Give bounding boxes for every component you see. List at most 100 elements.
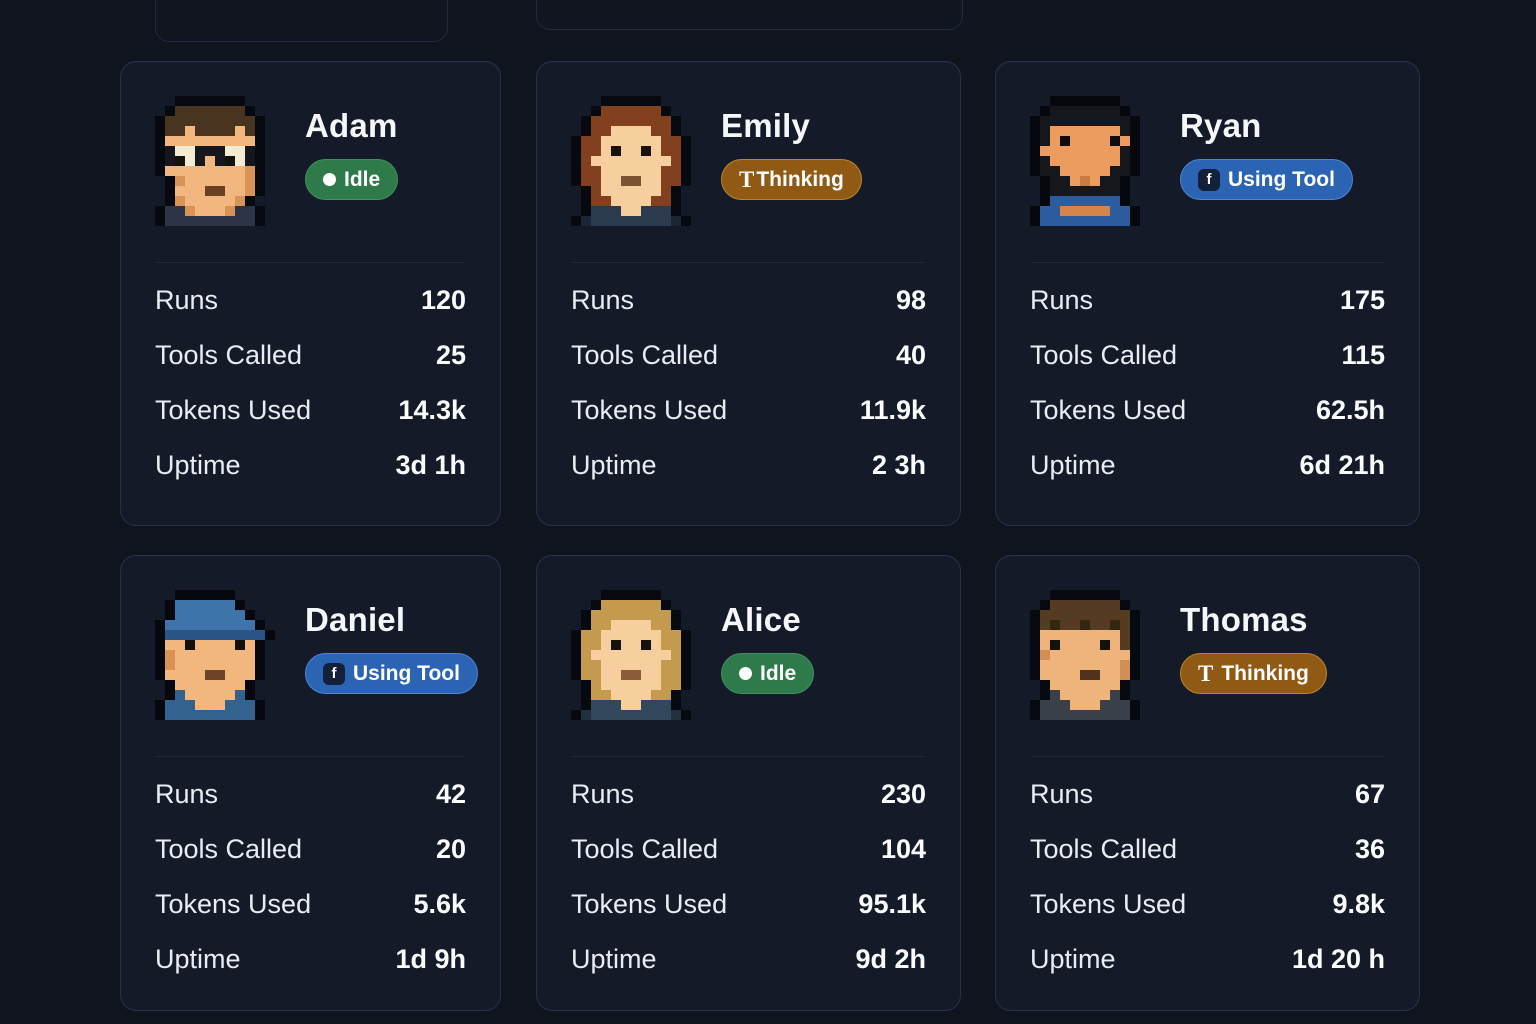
stat-value: 2 3h <box>871 450 926 480</box>
agent-name: Emily <box>721 107 811 144</box>
divider <box>572 262 925 263</box>
stat-label: Runs <box>1030 285 1094 315</box>
stat-label: Runs <box>1030 779 1094 809</box>
agent-name: Adam <box>305 107 398 144</box>
stat-row: Uptime 1d 9h <box>155 941 466 977</box>
pixel-avatar <box>1030 96 1150 226</box>
pixel-avatar <box>155 96 275 226</box>
stat-label: Tools Called <box>1030 834 1178 864</box>
stat-row: Runs 175 <box>1030 282 1385 318</box>
partial-card-above-middle <box>536 0 963 30</box>
stats-list: Runs 120 Tools Called 25 Tokens Used 14.… <box>155 282 466 483</box>
status-badge: Idle <box>305 159 399 200</box>
stat-row: Tools Called 36 <box>1030 831 1385 867</box>
agent-card-emily[interactable]: Emily T Thinking Runs 98 Tools Called 40… <box>536 61 961 526</box>
agent-name: Alice <box>721 601 801 638</box>
stat-row: Uptime 1d 20 h <box>1030 941 1385 977</box>
stat-label: Tokens Used <box>155 395 312 425</box>
thinking-icon: T <box>739 167 755 192</box>
stat-label: Runs <box>155 285 219 315</box>
stat-value: 120 <box>420 285 466 315</box>
agent-name: Thomas <box>1180 601 1308 638</box>
divider <box>156 262 465 263</box>
stats-list: Runs 98 Tools Called 40 Tokens Used 11.9… <box>571 282 926 483</box>
stat-label: Tokens Used <box>1030 395 1187 425</box>
stat-value: 14.3k <box>398 395 466 425</box>
card-header: Emily T Thinking <box>571 96 926 226</box>
idle-dot-icon <box>739 667 752 680</box>
stat-value: 9d 2h <box>855 944 926 974</box>
tool-icon: f <box>323 662 345 685</box>
stat-label: Uptime <box>571 450 657 480</box>
status-badge: f Using Tool <box>305 653 478 694</box>
agent-name: Daniel <box>305 601 406 638</box>
tool-icon: f <box>1198 168 1220 191</box>
stat-row: Tokens Used 95.1k <box>571 886 926 922</box>
stat-row: Runs 230 <box>571 776 926 812</box>
stat-row: Runs 42 <box>155 776 466 812</box>
stat-row: Tokens Used 11.9k <box>571 392 926 428</box>
card-header: Thomas T Thinking <box>1030 590 1385 720</box>
stat-value: 40 <box>895 340 926 370</box>
stat-value: 11.9k <box>859 395 926 425</box>
stat-value: 104 <box>880 834 926 864</box>
status-badge: f Using Tool <box>1180 159 1353 200</box>
status-label: Thinking <box>756 168 844 191</box>
stat-row: Tools Called 20 <box>155 831 466 867</box>
stat-value: 9.8k <box>1332 889 1385 919</box>
stat-value: 42 <box>435 779 466 809</box>
stats-list: Runs 175 Tools Called 115 Tokens Used 62… <box>1030 282 1385 483</box>
stat-label: Tools Called <box>571 834 719 864</box>
stat-label: Tools Called <box>155 834 303 864</box>
stat-label: Tokens Used <box>571 889 728 919</box>
stat-row: Tokens Used 9.8k <box>1030 886 1385 922</box>
stat-value: 67 <box>1354 779 1385 809</box>
stat-label: Uptime <box>1030 450 1116 480</box>
stat-value: 6d 21h <box>1299 450 1385 480</box>
thinking-icon: T <box>1198 661 1214 686</box>
stat-value: 36 <box>1354 834 1385 864</box>
status-label: Idle <box>760 662 797 685</box>
card-header: Ryan f Using Tool <box>1030 96 1385 226</box>
stat-label: Uptime <box>571 944 657 974</box>
pixel-avatar <box>1030 590 1150 720</box>
agent-card-alice[interactable]: Alice Idle Runs 230 Tools Called 104 Tok… <box>536 555 961 1011</box>
stat-label: Uptime <box>155 450 241 480</box>
status-badge: Idle <box>721 653 815 694</box>
status-label: Idle <box>344 168 381 191</box>
agent-card-ryan[interactable]: Ryan f Using Tool Runs 175 Tools Called … <box>995 61 1420 526</box>
stat-value: 1d 9h <box>395 944 466 974</box>
stat-label: Tokens Used <box>155 889 312 919</box>
stat-label: Runs <box>571 779 635 809</box>
stat-label: Runs <box>571 285 635 315</box>
partial-card-above-left <box>155 0 448 42</box>
stat-label: Tokens Used <box>1030 889 1187 919</box>
stat-label: Tokens Used <box>571 395 728 425</box>
stat-label: Tools Called <box>1030 340 1178 370</box>
stat-row: Uptime 6d 21h <box>1030 447 1385 483</box>
stat-value: 95.1k <box>858 889 926 919</box>
stat-row: Tokens Used 62.5h <box>1030 392 1385 428</box>
status-label: Using Tool <box>353 662 460 685</box>
divider <box>156 756 465 757</box>
stat-value: 20 <box>435 834 466 864</box>
stats-list: Runs 42 Tools Called 20 Tokens Used 5.6k… <box>155 776 466 977</box>
stat-value: 1d 20 h <box>1291 944 1385 974</box>
divider <box>1031 262 1384 263</box>
agent-card-thomas[interactable]: Thomas T Thinking Runs 67 Tools Called 3… <box>995 555 1420 1011</box>
stat-row: Tools Called 25 <box>155 337 466 373</box>
stat-label: Uptime <box>155 944 241 974</box>
agent-card-daniel[interactable]: Daniel f Using Tool Runs 42 Tools Called… <box>120 555 501 1011</box>
stat-label: Tools Called <box>571 340 719 370</box>
stat-value: 62.5h <box>1315 395 1385 425</box>
pixel-avatar <box>571 590 691 720</box>
stat-value: 98 <box>895 285 926 315</box>
agent-card-adam[interactable]: Adam Idle Runs 120 Tools Called 25 Token… <box>120 61 501 526</box>
stats-list: Runs 67 Tools Called 36 Tokens Used 9.8k… <box>1030 776 1385 977</box>
stat-row: Tokens Used 5.6k <box>155 886 466 922</box>
stat-label: Runs <box>155 779 219 809</box>
stat-row: Tools Called 115 <box>1030 337 1385 373</box>
stats-list: Runs 230 Tools Called 104 Tokens Used 95… <box>571 776 926 977</box>
stat-row: Uptime 9d 2h <box>571 941 926 977</box>
card-header: Daniel f Using Tool <box>155 590 478 720</box>
